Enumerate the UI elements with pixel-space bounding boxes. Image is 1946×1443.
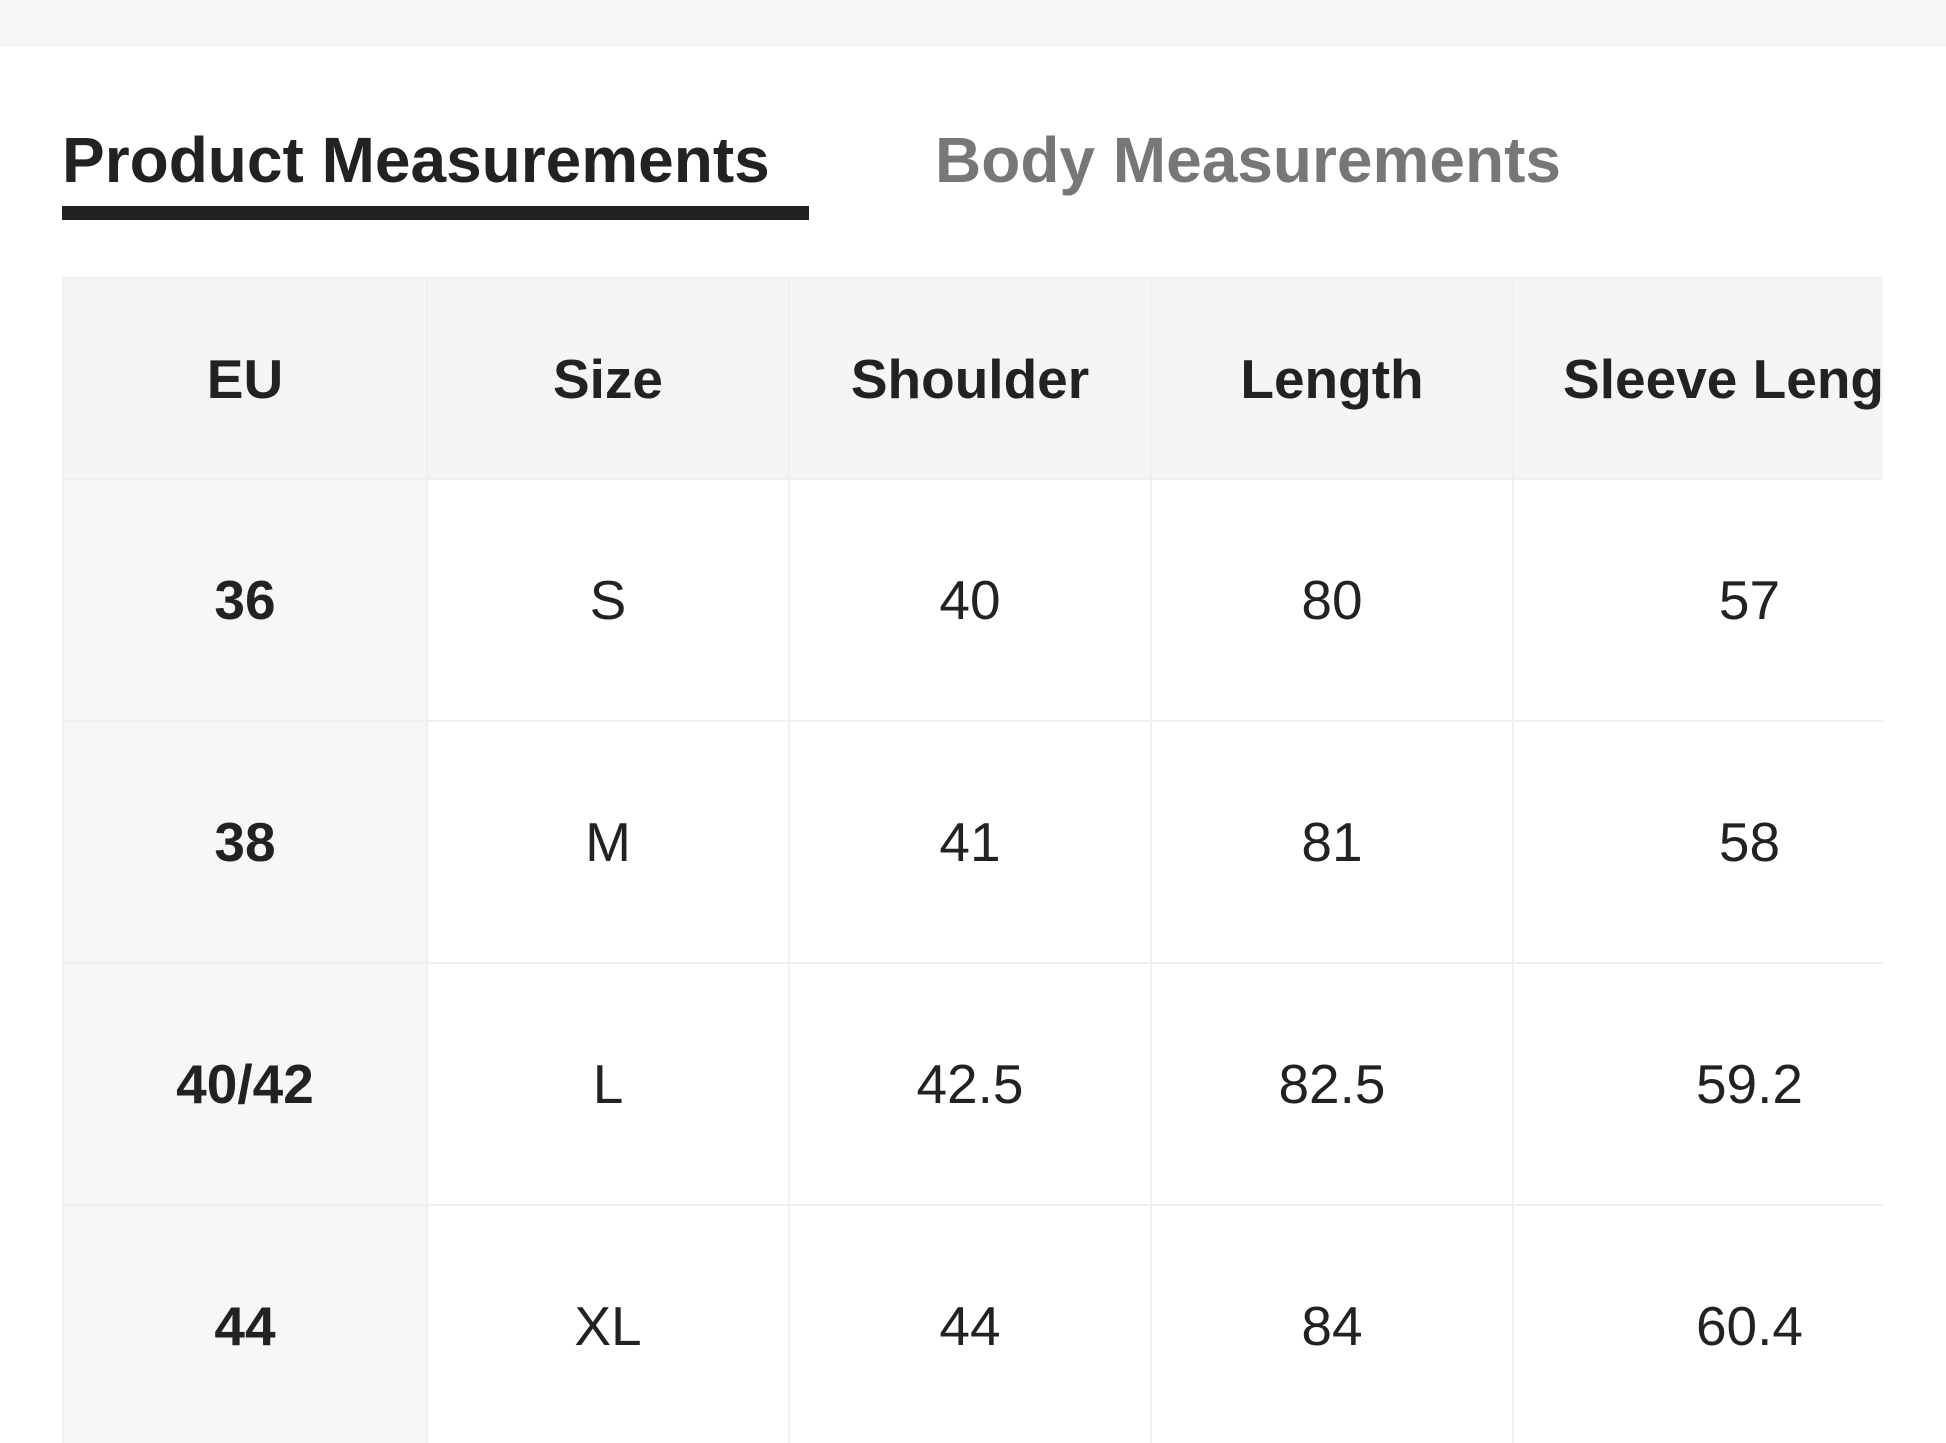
table-cell: 41 <box>788 720 1152 964</box>
table-cell: 59.2 <box>1512 962 1883 1206</box>
table-cell: S <box>426 478 790 722</box>
active-tab-underline <box>62 206 809 220</box>
table-cell: 44 <box>788 1204 1152 1443</box>
table-row: 38 M 41 81 58 <box>62 720 1883 964</box>
table-cell: M <box>426 720 790 964</box>
table-body: 36 S 40 80 57 38 M 41 81 58 40/42 L 42.5 82.5 59.2 44 XL… <box>62 478 1883 1443</box>
table-cell: 80 <box>1150 478 1514 722</box>
table-cell: 57 <box>1512 478 1883 722</box>
table-cell: 60.4 <box>1512 1204 1883 1443</box>
table-row: 44 XL 44 84 60.4 <box>62 1204 1883 1443</box>
table-cell: 82.5 <box>1150 962 1514 1206</box>
table-row: 40/42 L 42.5 82.5 59.2 <box>62 962 1883 1206</box>
tab-product[interactable]: Product Measurements <box>62 124 770 196</box>
eu-cell: 38 <box>62 720 428 964</box>
table-cell: 42.5 <box>788 962 1152 1206</box>
tab-body[interactable]: Body Measurements <box>935 124 1561 196</box>
table-cell: 84 <box>1150 1204 1514 1443</box>
table-cell: L <box>426 962 790 1206</box>
table-cell: 40 <box>788 478 1152 722</box>
top-bar <box>0 0 1946 47</box>
header-cell: Sleeve Length <box>1512 277 1883 480</box>
table-cell: 81 <box>1150 720 1514 964</box>
header-cell: EU <box>62 277 428 480</box>
table-row: 36 S 40 80 57 <box>62 478 1883 722</box>
table-cell: 58 <box>1512 720 1883 964</box>
header-cell: Size <box>426 277 790 480</box>
header-cell: Shoulder <box>788 277 1152 480</box>
header-cell: Length <box>1150 277 1514 480</box>
eu-cell: 36 <box>62 478 428 722</box>
eu-cell: 44 <box>62 1204 428 1443</box>
table-cell: XL <box>426 1204 790 1443</box>
eu-cell: 40/42 <box>62 962 428 1206</box>
